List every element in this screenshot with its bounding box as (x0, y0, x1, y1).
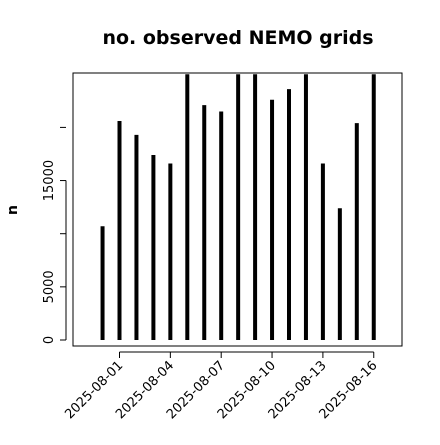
chart-title: no. observed NEMO grids (102, 27, 373, 49)
bars-layer (100, 74, 376, 340)
y-tick-label-15000: 15000 (42, 160, 57, 201)
y-axis-label: n (5, 205, 21, 215)
y-axis: 0 5000 15000 (42, 126, 67, 344)
y-tick-label-0: 0 (42, 336, 57, 344)
x-axis: 2025-08-012025-08-042025-08-072025-08-10… (62, 351, 381, 422)
plot-frame (72, 72, 403, 347)
y-tick-label-5000: 5000 (42, 270, 57, 303)
